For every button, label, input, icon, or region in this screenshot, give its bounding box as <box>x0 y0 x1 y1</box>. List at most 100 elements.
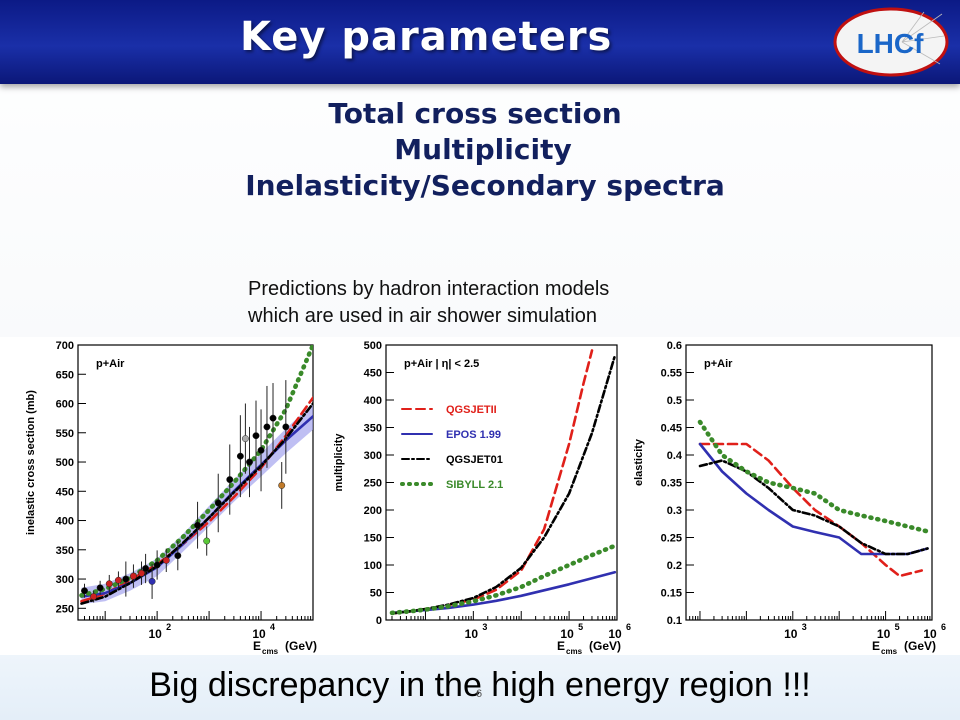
x-tick-exponent: 5 <box>895 622 900 632</box>
x-tick-exponent: 4 <box>270 622 275 632</box>
topic-inelasticity: Inelasticity/Secondary spectra <box>245 169 725 202</box>
data-point <box>252 432 260 440</box>
y-axis-label: inelastic cross section (mb) <box>25 390 37 535</box>
y-tick-label: 0.55 <box>661 368 682 380</box>
logo-text: LHCf <box>857 28 925 59</box>
y-tick-label: 0.15 <box>661 588 682 600</box>
header-bar <box>0 0 960 84</box>
data-point <box>236 452 244 460</box>
data-point <box>246 458 253 466</box>
y-axis-label: multiplicity <box>333 433 345 492</box>
caption-line-2: which are used in air shower simulation <box>248 305 598 327</box>
y-tick-label: 500 <box>56 457 74 469</box>
legend-label: QGSJETII <box>446 404 497 416</box>
y-tick-label: 450 <box>364 368 382 380</box>
plot-annotation: p+Air <box>704 358 733 370</box>
y-tick-label: 0.5 <box>667 395 682 407</box>
data-point <box>241 435 249 443</box>
x-axis-label: E <box>557 639 565 653</box>
data-point <box>105 580 113 588</box>
y-tick-label: 0.4 <box>667 450 683 462</box>
y-tick-label: 0.35 <box>661 478 682 490</box>
y-tick-label: 600 <box>56 399 74 411</box>
y-tick-label: 450 <box>56 486 74 498</box>
data-point <box>282 423 290 431</box>
x-tick-exponent: 6 <box>941 622 946 632</box>
y-tick-label: 100 <box>364 560 382 572</box>
x-tick-label: 10 <box>784 627 798 641</box>
lhcf-logo: LHCf <box>833 7 949 77</box>
y-tick-label: 700 <box>56 340 74 352</box>
data-point <box>214 499 222 507</box>
y-tick-label: 150 <box>364 533 382 545</box>
x-tick-label: 10 <box>923 627 937 641</box>
x-tick-exponent: 5 <box>578 622 583 632</box>
x-axis-label: E <box>872 639 880 653</box>
x-axis-label-sub: cms <box>566 647 583 655</box>
x-axis-label-sub: cms <box>262 647 279 655</box>
x-tick-label: 10 <box>252 627 266 641</box>
y-tick-label: 0.1 <box>667 615 682 627</box>
legend-label: EPOS 1.99 <box>446 429 501 441</box>
x-tick-exponent: 3 <box>802 622 807 632</box>
series-epos_band-band <box>81 403 313 605</box>
y-tick-label: 0 <box>376 615 382 627</box>
data-point <box>203 537 211 545</box>
data-point <box>153 561 161 569</box>
y-tick-label: 550 <box>56 428 74 440</box>
plot-panel: 250 300 350 400 450 500 550 600 650 700 10 2 10 4 inel… <box>0 337 960 656</box>
x-axis-label: E <box>253 639 261 653</box>
series-sibyll-line <box>697 419 932 535</box>
series-sibyll-line <box>389 543 617 616</box>
conclusion-text: Big discrepancy in the high energy regio… <box>149 666 811 704</box>
topic-multiplicity: Multiplicity <box>394 133 572 166</box>
data-point <box>226 476 234 484</box>
legend-label: SIBYLL 2.1 <box>446 479 503 491</box>
x-tick-exponent: 2 <box>166 622 171 632</box>
caption: Predictions by hadron interaction models… <box>248 276 609 330</box>
y-tick-label: 350 <box>364 423 382 435</box>
y-tick-label: 250 <box>364 478 382 490</box>
y-tick-label: 650 <box>56 369 74 381</box>
y-tick-label: 300 <box>364 450 382 462</box>
y-tick-label: 0.25 <box>661 533 682 545</box>
x-tick-label: 10 <box>465 627 479 641</box>
x-tick-label: 10 <box>560 627 574 641</box>
y-tick-label: 0.6 <box>667 340 682 352</box>
series-qgsjet01-line <box>698 459 929 556</box>
y-tick-label: 400 <box>56 516 74 528</box>
x-axis-label-unit: (GeV) <box>285 639 317 653</box>
topic-list: Total cross section Multiplicity Inelast… <box>0 96 960 204</box>
x-axis-label-unit: (GeV) <box>589 639 621 653</box>
y-tick-label: 0.3 <box>667 505 682 517</box>
data-point <box>138 569 145 577</box>
slide-title: Key parameters <box>240 14 613 60</box>
data-point <box>174 552 182 560</box>
x-tick-exponent: 3 <box>482 622 487 632</box>
y-tick-label: 400 <box>364 395 382 407</box>
data-point <box>278 481 286 489</box>
data-point <box>148 577 156 585</box>
x-tick-label: 10 <box>877 627 891 641</box>
y-tick-label: 0.2 <box>667 560 682 572</box>
plot-frame-0 <box>77 344 314 621</box>
data-point <box>81 587 88 595</box>
page-number: 6 <box>476 688 483 700</box>
y-axis-label: elasticity <box>633 438 645 486</box>
data-point <box>129 572 137 580</box>
data-point <box>114 576 122 584</box>
x-axis-label-unit: (GeV) <box>904 639 936 653</box>
data-point <box>122 575 130 583</box>
series-qgsjetII-line <box>698 442 924 578</box>
y-tick-label: 500 <box>364 340 382 352</box>
x-axis-label-sub: cms <box>881 647 898 655</box>
y-tick-label: 300 <box>56 574 74 586</box>
y-tick-label: 200 <box>364 505 382 517</box>
data-point <box>263 423 271 431</box>
y-tick-label: 350 <box>56 545 74 557</box>
plot-frame-2 <box>685 344 933 621</box>
y-tick-label: 250 <box>56 603 74 615</box>
data-point <box>90 593 98 601</box>
data-point <box>194 521 202 529</box>
